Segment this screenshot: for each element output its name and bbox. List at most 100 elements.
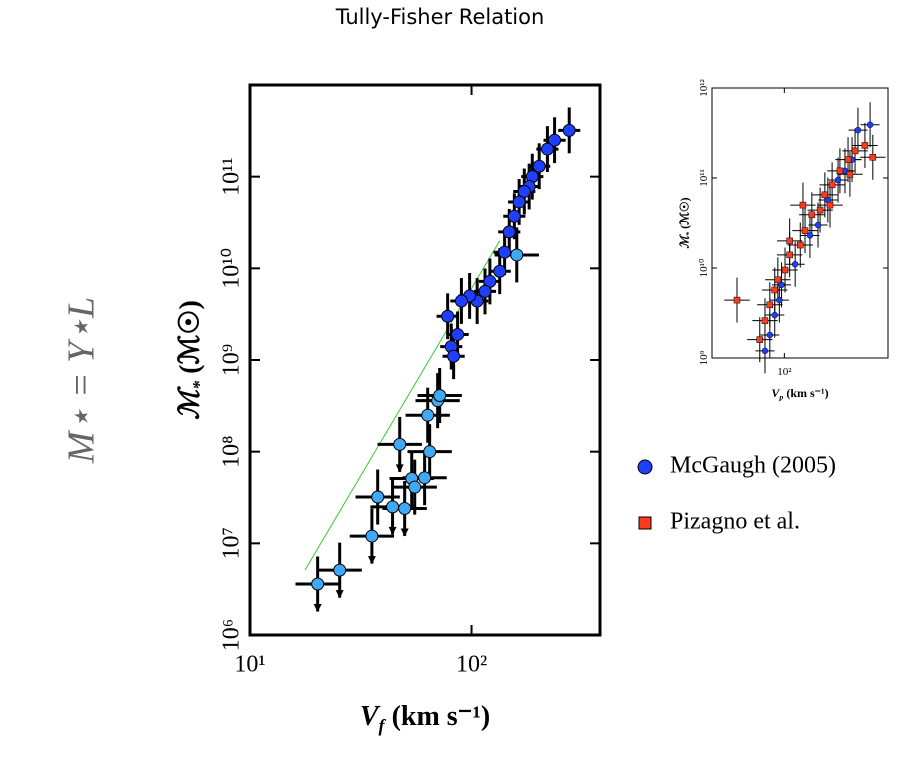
point: [869, 154, 877, 161]
point: [786, 251, 793, 259]
y-tick-label: 10¹¹: [698, 169, 710, 187]
axis-label: Vf (km s⁻¹): [360, 701, 490, 735]
axis-label-sub: *: [684, 232, 693, 236]
point: [771, 311, 779, 319]
point: [423, 445, 437, 459]
plot-frame: [711, 87, 889, 359]
point: [814, 221, 822, 229]
point: [821, 191, 829, 199]
axis-label: ℳ* (ℳ☉): [175, 300, 209, 420]
legend-marker: [638, 516, 652, 530]
axis-label-rest: (ℳ☉): [677, 197, 691, 232]
y-tick-label: 10¹⁰: [698, 258, 710, 277]
y-tick-label: 10⁹: [698, 350, 710, 365]
x-tick-label: 10¹: [234, 652, 265, 678]
axis-label-sub: p: [778, 392, 783, 401]
x-tick-label: 10²: [777, 366, 792, 378]
upper-limit-head: [395, 464, 404, 473]
axis-label: ℳ* (ℳ☉): [677, 197, 693, 248]
axis-label-rest: (km s⁻¹): [385, 701, 491, 732]
point: [851, 147, 859, 155]
point: [447, 349, 461, 363]
axis-label-main: ℳ: [677, 234, 691, 249]
point: [311, 577, 325, 591]
point: [512, 195, 526, 209]
point: [540, 142, 554, 156]
point: [507, 209, 521, 223]
x-tick-label: 10²: [456, 652, 487, 678]
y-tick-label: 10¹¹: [219, 157, 245, 195]
legend-label: Pizagno et al.: [670, 509, 800, 535]
point: [806, 232, 814, 239]
point: [733, 296, 741, 304]
point: [498, 245, 512, 259]
point: [454, 294, 468, 308]
point: [451, 327, 465, 341]
y-tick-label: 10¹⁰: [219, 248, 245, 289]
point: [774, 276, 782, 284]
y-tick-label: 10⁷: [219, 527, 245, 559]
point: [846, 171, 854, 178]
point: [517, 184, 531, 198]
point: [781, 266, 789, 274]
point: [808, 211, 816, 219]
point: [761, 317, 769, 324]
point: [791, 261, 799, 268]
axis-label-main: ℳ: [175, 386, 206, 420]
axis-label-main: V: [360, 701, 381, 732]
point: [562, 123, 576, 137]
y-tick-label: 10⁶: [219, 619, 245, 651]
point: [801, 227, 809, 234]
point: [421, 408, 435, 422]
point: [854, 126, 862, 134]
point: [441, 309, 455, 323]
point: [761, 347, 769, 355]
axis-label-main: V: [771, 386, 780, 400]
point: [365, 529, 379, 543]
point: [478, 284, 492, 298]
point: [834, 176, 842, 184]
point: [799, 201, 807, 209]
point: [532, 159, 546, 173]
point: [766, 301, 774, 309]
point: [548, 133, 562, 147]
point: [786, 237, 793, 245]
point: [502, 225, 516, 239]
legend-label: McGaugh (2005): [670, 453, 836, 479]
upper-limit-head: [400, 528, 409, 537]
y-tick-label: 10⁹: [219, 344, 245, 376]
legend-marker: [637, 459, 653, 475]
point: [816, 206, 824, 214]
point: [776, 296, 783, 304]
axis-label: Vp (km s⁻¹): [771, 386, 828, 402]
point: [756, 336, 764, 343]
point: [408, 480, 422, 494]
y-tick-label: 10⁸: [219, 435, 245, 467]
axis-label-sub: *: [189, 380, 209, 390]
y-tick-label: 10¹²: [698, 79, 710, 97]
point: [844, 156, 852, 163]
point: [398, 501, 412, 515]
point: [766, 331, 774, 339]
point: [333, 563, 347, 577]
point: [826, 201, 834, 209]
axis-label-rest: (ℳ☉): [175, 300, 206, 381]
point: [861, 142, 869, 149]
formula: M⋆ = Υ⋆L: [61, 297, 103, 464]
point: [797, 241, 804, 249]
axis-label-rest: (km s⁻¹): [783, 386, 828, 400]
point: [771, 286, 779, 294]
point: [393, 437, 407, 451]
point: [836, 167, 844, 175]
point: [493, 264, 507, 278]
axis-label-sub: f: [379, 716, 387, 736]
point: [866, 121, 874, 129]
point: [433, 388, 447, 402]
point: [371, 490, 385, 504]
point: [510, 248, 524, 262]
upper-limit-head: [335, 590, 344, 599]
point: [828, 181, 836, 189]
slide-title: Tully-Fisher Relation: [335, 5, 545, 29]
upper-limit-head: [367, 556, 376, 565]
upper-limit-head: [313, 604, 322, 613]
